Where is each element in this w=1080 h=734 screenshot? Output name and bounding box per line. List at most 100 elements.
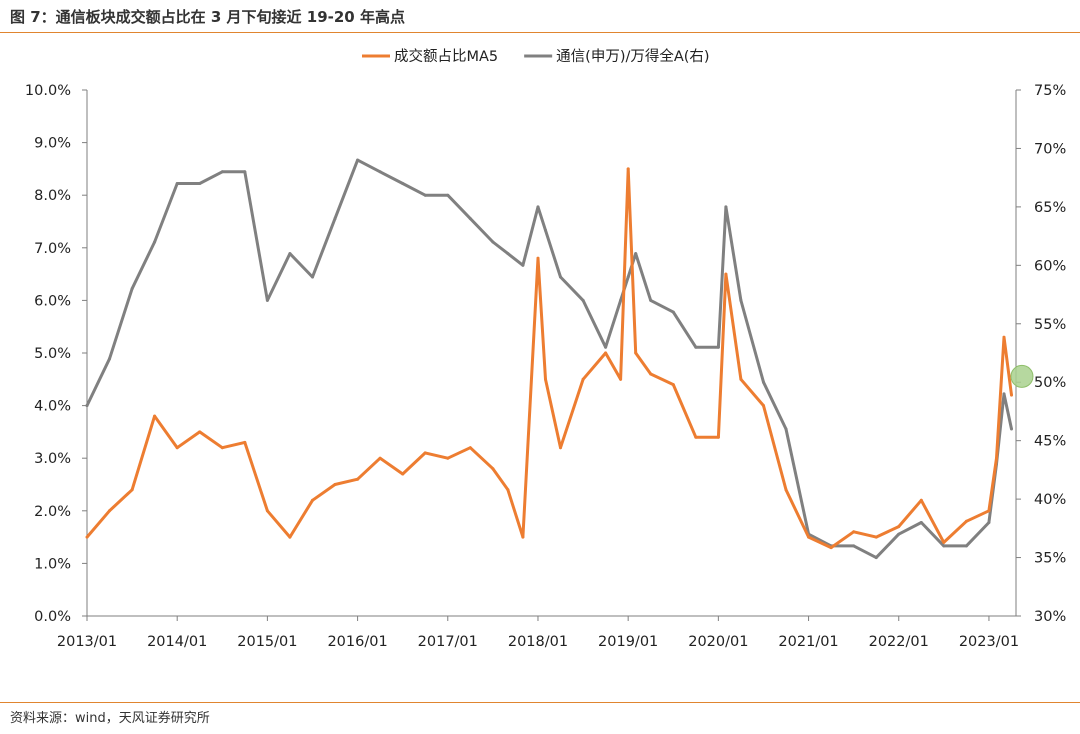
data-point-telecom-ratio: [85, 404, 89, 408]
data-point-turnover-share: [874, 535, 878, 539]
data-point-turnover-share: [446, 456, 450, 460]
y-right-tick-label: 70%: [1034, 141, 1066, 157]
chart-axes: 0.0% 1.0% 2.0% 3.0% 4.0% 5.0% 6.0% 7.0% 8.0% 9.0%…: [25, 83, 1066, 650]
data-point-turnover-share: [491, 467, 495, 471]
data-point-telecom-ratio: [153, 240, 157, 244]
y-right-tick-label: 35%: [1034, 551, 1066, 567]
data-point-turnover-share: [85, 535, 89, 539]
chart-annotations: [1010, 364, 1034, 388]
data-point-turnover-share: [739, 377, 743, 381]
data-point-telecom-ratio: [175, 182, 179, 185]
data-point-turnover-share: [198, 430, 202, 434]
data-point-telecom-ratio: [311, 275, 314, 279]
data-point-telecom-ratio: [108, 357, 111, 361]
data-point-turnover-share: [995, 456, 998, 460]
x-tick-label: 2019/01: [598, 634, 658, 650]
data-point-turnover-share: [311, 498, 314, 502]
data-point-telecom-ratio: [852, 544, 856, 548]
data-point-turnover-share: [716, 435, 720, 439]
data-point-turnover-share: [521, 535, 525, 539]
data-point-telecom-ratio: [942, 544, 946, 548]
data-point-telecom-ratio: [288, 252, 292, 256]
chart-series: [85, 158, 1013, 560]
data-point-turnover-share: [153, 414, 157, 418]
data-point-turnover-share: [243, 440, 247, 444]
data-point-turnover-share: [544, 377, 547, 381]
data-point-turnover-share: [220, 446, 224, 450]
data-point-turnover-share: [852, 530, 856, 534]
data-point-turnover-share: [807, 535, 811, 539]
y-left-tick-label: 7.0%: [34, 241, 71, 257]
data-point-turnover-share: [987, 509, 991, 513]
data-point-telecom-ratio: [581, 298, 585, 302]
data-point-turnover-share: [333, 483, 337, 486]
y-left-tick-label: 5.0%: [34, 346, 71, 362]
data-point-telecom-ratio: [634, 252, 638, 256]
data-point-turnover-share: [288, 535, 292, 539]
x-tick-label: 2015/01: [237, 634, 297, 650]
data-point-turnover-share: [829, 546, 833, 550]
source-note: 资料来源：wind，天风证券研究所: [10, 711, 210, 726]
data-point-telecom-ratio: [378, 170, 382, 174]
footer-rule: [0, 702, 1080, 703]
y-left-tick-label: 3.0%: [34, 451, 71, 467]
data-point-telecom-ratio: [716, 345, 720, 349]
data-point-turnover-share: [671, 383, 675, 387]
data-point-turnover-share: [626, 167, 630, 171]
x-tick-label: 2016/01: [327, 634, 387, 650]
data-point-turnover-share: [724, 272, 728, 276]
data-point-turnover-share: [265, 509, 269, 513]
data-point-turnover-share: [964, 519, 968, 523]
x-tick-label: 2020/01: [688, 634, 748, 650]
data-point-telecom-ratio: [243, 170, 247, 174]
data-point-telecom-ratio: [626, 275, 630, 279]
y-left-tick-label: 2.0%: [34, 504, 71, 520]
data-point-turnover-share: [378, 456, 382, 460]
figure-title: 图 7：通信板块成交额占比在 3 月下旬接近 19-20 年高点: [10, 8, 405, 26]
data-point-turnover-share: [175, 446, 179, 450]
y-right-tick-label: 40%: [1034, 492, 1066, 508]
y-left-tick-label: 8.0%: [34, 188, 71, 204]
y-left-tick-label: 10.0%: [25, 83, 71, 99]
y-left-tick-label: 1.0%: [34, 556, 71, 572]
data-point-telecom-ratio: [536, 205, 540, 209]
data-point-turnover-share: [634, 351, 638, 355]
data-point-turnover-share: [423, 451, 427, 455]
data-point-telecom-ratio: [897, 532, 901, 536]
x-tick-label: 2014/01: [147, 634, 207, 650]
data-point-turnover-share: [897, 525, 901, 529]
data-point-telecom-ratio: [333, 217, 337, 221]
y-left-tick-label: 9.0%: [34, 136, 71, 152]
data-point-turnover-share: [401, 472, 405, 476]
y-right-tick-label: 30%: [1034, 609, 1066, 625]
x-tick-label: 2021/01: [778, 634, 838, 650]
x-tick-label: 2018/01: [508, 634, 568, 650]
data-point-turnover-share: [604, 351, 608, 355]
y-left-tick-label: 6.0%: [34, 293, 71, 309]
data-point-telecom-ratio: [1010, 427, 1013, 431]
data-point-telecom-ratio: [544, 228, 547, 232]
data-point-turnover-share: [468, 446, 472, 450]
data-point-turnover-share: [942, 540, 946, 544]
data-point-telecom-ratio: [619, 298, 623, 302]
data-point-turnover-share: [559, 446, 562, 450]
title-rule: [0, 32, 1080, 33]
data-point-telecom-ratio: [220, 170, 224, 174]
data-point-telecom-ratio: [446, 193, 450, 197]
data-point-telecom-ratio: [724, 205, 728, 209]
data-point-telecom-ratio: [919, 521, 923, 524]
data-point-telecom-ratio: [401, 182, 405, 185]
data-point-turnover-share: [130, 488, 134, 492]
data-point-telecom-ratio: [739, 298, 743, 302]
data-point-turnover-share: [506, 488, 510, 492]
data-point-turnover-share: [694, 435, 698, 439]
data-point-telecom-ratio: [559, 275, 562, 279]
data-point-telecom-ratio: [521, 263, 525, 267]
y-right-tick-label: 65%: [1034, 200, 1066, 216]
x-tick-label: 2022/01: [869, 634, 929, 650]
x-tick-label: 2013/01: [57, 634, 117, 650]
x-tick-label: 2017/01: [418, 634, 478, 650]
y-right-tick-label: 45%: [1034, 434, 1066, 450]
data-point-turnover-share: [619, 377, 623, 381]
data-point-telecom-ratio: [964, 544, 968, 548]
